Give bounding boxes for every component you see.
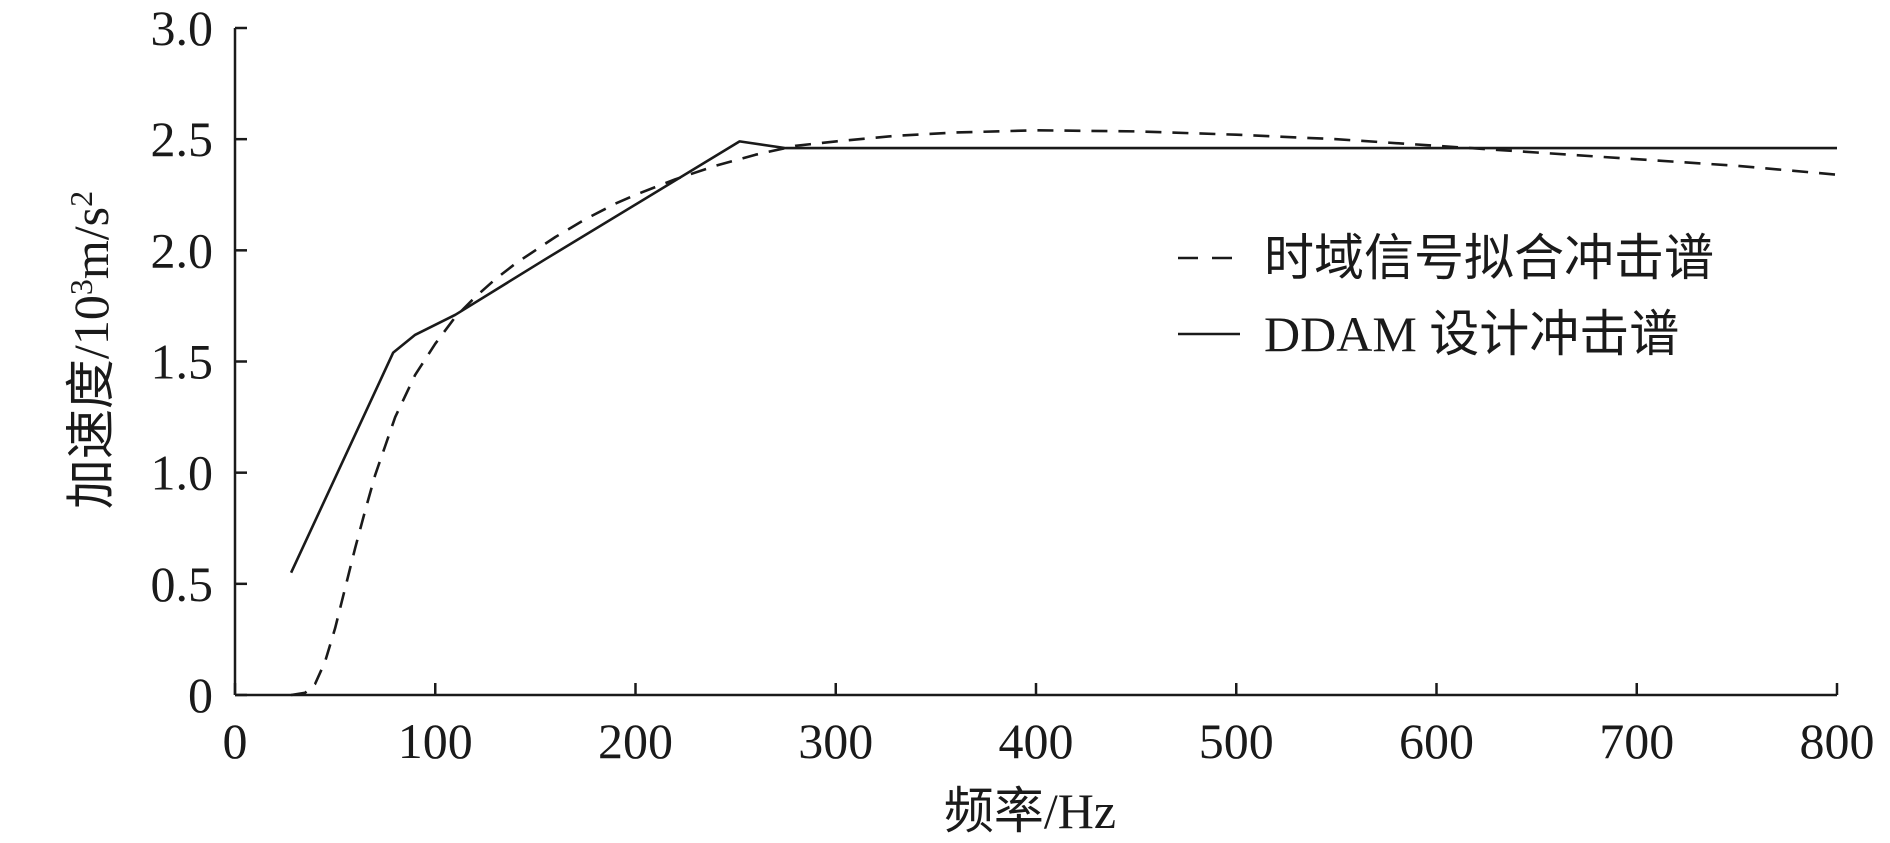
y-tick-label: 3.0: [151, 0, 214, 56]
x-axis: 0 100 200 300 400 500 600 700 800: [223, 683, 1875, 769]
x-tick-label: 0: [223, 713, 248, 769]
y-tick-label: 1.0: [151, 445, 214, 501]
x-axis-label: 频率/Hz: [944, 783, 1116, 839]
y-tick-label: 0.5: [151, 556, 214, 612]
legend-label-dashed: 时域信号拟合冲击谱: [1264, 230, 1714, 286]
plot-area: [289, 129, 1838, 697]
legend: 时域信号拟合冲击谱 DDAM 设计冲击谱: [1178, 230, 1714, 362]
x-tick-label: 400: [999, 713, 1074, 769]
x-tick-label: 800: [1800, 713, 1875, 769]
x-tick-label: 600: [1399, 713, 1474, 769]
x-tick-label: 100: [398, 713, 473, 769]
y-axis-label-main: 加速度/10: [63, 295, 119, 509]
series-line-dashed: [290, 129, 1838, 697]
x-tick-label: 300: [798, 713, 873, 769]
x-tick-label: 500: [1199, 713, 1274, 769]
legend-label-solid: DDAM 设计冲击谱: [1264, 306, 1679, 362]
y-axis-label-mid: m/s: [63, 207, 119, 279]
y-tick-label: 1.5: [151, 334, 214, 390]
y-axis-label-sup2: 2: [63, 191, 99, 207]
x-tick-label: 700: [1599, 713, 1674, 769]
series-line-solid: [289, 140, 1837, 574]
x-tick-label: 200: [598, 713, 673, 769]
y-axis-label: 加速度/103m/s2: [63, 191, 119, 509]
y-axis: 0 0.5 1.0 1.5 2.0 2.5 3.0: [151, 0, 247, 723]
y-tick-label: 0: [188, 667, 213, 723]
y-tick-label: 2.0: [151, 222, 214, 278]
y-axis-label-sup: 3: [63, 279, 99, 295]
y-tick-label: 2.5: [151, 111, 214, 167]
